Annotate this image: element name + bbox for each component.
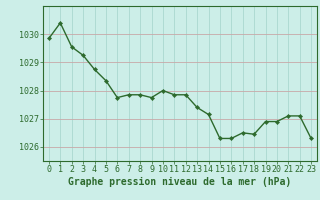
X-axis label: Graphe pression niveau de la mer (hPa): Graphe pression niveau de la mer (hPa) xyxy=(68,177,292,187)
